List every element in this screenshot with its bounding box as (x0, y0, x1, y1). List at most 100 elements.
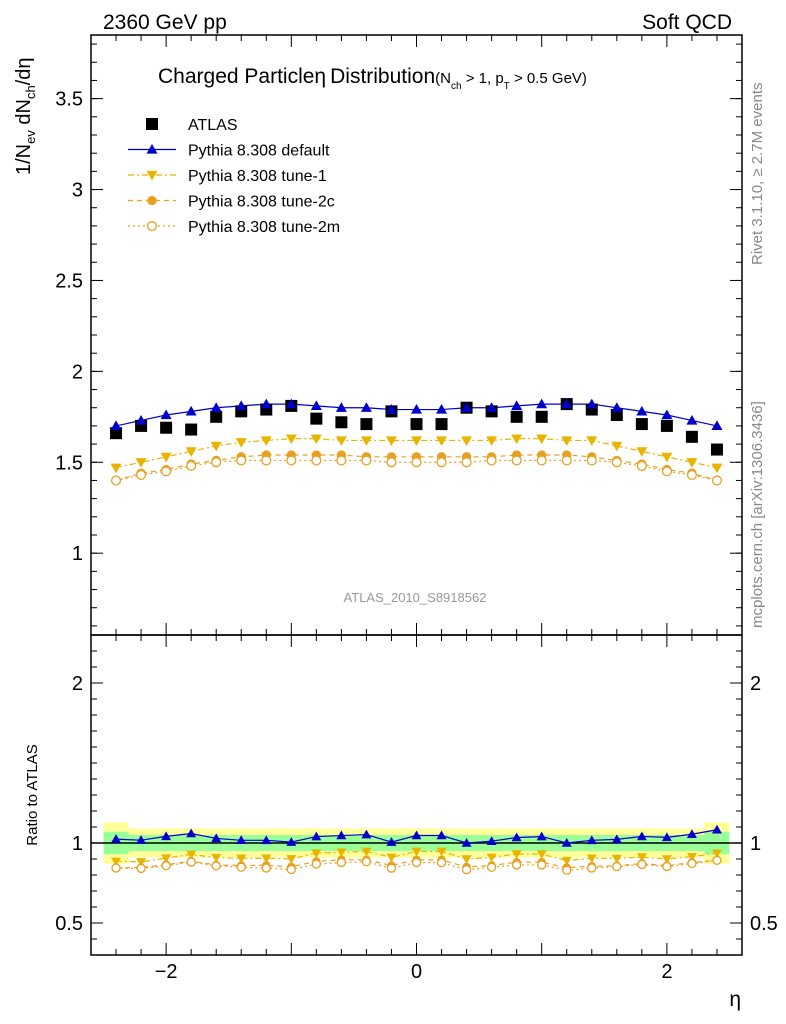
data-point-2 (586, 436, 598, 446)
ratio-point-4 (712, 855, 722, 865)
ratio-point-4 (512, 860, 522, 870)
ylabel-part-c: dN (13, 99, 35, 130)
ratio-point-2 (661, 855, 672, 864)
legend-marker-4 (146, 220, 158, 232)
ratio-point-4 (361, 857, 372, 867)
data-point-1 (310, 400, 322, 411)
ratio-point-2 (386, 853, 397, 863)
chart-subtitle-sub1: ch (451, 81, 462, 92)
data-point-0 (610, 409, 623, 421)
data-point-2 (536, 434, 548, 445)
ratio-point-4 (111, 863, 121, 873)
data-point-1 (285, 398, 297, 409)
data-point-0 (510, 410, 523, 423)
ratio-point-2 (311, 849, 322, 859)
data-point-2 (611, 441, 623, 452)
ratio-point-1 (361, 829, 372, 839)
data-point-2 (561, 436, 573, 446)
ratio-point-1 (586, 835, 597, 845)
y-tick-label: 2 (72, 361, 83, 383)
ratio-point-4 (161, 861, 171, 871)
data-point-2 (160, 452, 172, 463)
x-tick-label: −2 (155, 961, 178, 983)
chart-subtitle: (N (435, 70, 451, 87)
data-point-2 (360, 436, 372, 446)
data-point-1 (210, 402, 222, 412)
ratio-point-2 (436, 847, 447, 857)
ratio-point-2 (636, 853, 647, 863)
ratio-point-4 (286, 864, 296, 875)
ratio-point-4 (386, 863, 397, 873)
y-tick-label: 0.5 (55, 913, 83, 935)
data-point-0 (685, 430, 698, 443)
ratio-point-2 (711, 849, 722, 859)
data-point-0 (660, 419, 673, 432)
data-point-2 (310, 434, 322, 445)
data-point-4 (436, 457, 447, 468)
ratio-point-4 (587, 863, 597, 873)
ratio-point-2 (261, 854, 272, 864)
ratio-panel: 0.5 1 2 0.5 1 2 −2 0 2 Ratio to ATLAS (24, 634, 778, 983)
mcplots-label: mcplots.cern.ch [arXiv:1306.3436] (749, 401, 766, 628)
data-point-1 (686, 414, 698, 425)
data-point-4 (411, 457, 422, 468)
chart-title-suffix: Distribution (330, 65, 435, 88)
data-point-0 (110, 427, 123, 440)
ratio-point-4 (186, 857, 196, 867)
ratio-point-1 (111, 834, 122, 843)
ratio-point-2 (536, 850, 547, 859)
ratio-point-4 (261, 863, 271, 873)
y-tick-label: 1 (72, 833, 83, 855)
data-point-2 (285, 434, 297, 445)
data-point-2 (686, 458, 698, 468)
data-point-1 (661, 409, 673, 420)
data-point-2 (411, 436, 422, 446)
data-point-2 (711, 463, 723, 474)
ratio-point-1 (436, 830, 447, 840)
data-point-2 (511, 434, 523, 445)
ratio-point-1 (661, 832, 672, 842)
data-point-2 (335, 436, 347, 446)
data-point-1 (260, 398, 272, 409)
data-point-4 (286, 455, 297, 466)
legend-marker-0 (146, 118, 158, 130)
data-point-0 (185, 423, 198, 436)
data-point-0 (635, 418, 648, 431)
data-point-4 (161, 466, 172, 477)
ratio-point-4 (236, 862, 246, 872)
ratio-point-1 (236, 835, 247, 845)
ratio-point-4 (486, 862, 497, 872)
data-point-1 (335, 402, 347, 412)
data-point-4 (236, 455, 247, 466)
main-ticks: 1 1.5 2 2.5 3 3.5 (55, 35, 743, 635)
ratio-point-2 (186, 850, 197, 860)
ratio-marks (111, 824, 722, 875)
ratio-point-2 (361, 847, 372, 857)
data-point-4 (536, 455, 547, 466)
chart-title-eta: η (314, 65, 326, 88)
ratio-point-4 (436, 857, 447, 868)
y-axis-label-ratio: Ratio to ATLAS (24, 744, 41, 845)
ratio-point-2 (161, 854, 172, 864)
category-label: Soft QCD (642, 11, 732, 34)
data-point-1 (536, 398, 548, 409)
data-point-4 (311, 455, 322, 466)
y-tick-label-right: 0.5 (750, 913, 778, 935)
data-point-1 (511, 400, 523, 411)
legend-label-4: Pythia 8.308 tune-2m (188, 219, 340, 236)
rivet-label: Rivet 3.1.10, ≥ 2.7M events (749, 83, 766, 266)
data-point-1 (360, 402, 372, 412)
ratio-point-1 (186, 828, 197, 838)
legend-label-2: Pythia 8.308 tune-1 (188, 168, 327, 185)
ratio-point-1 (611, 834, 622, 844)
ratio-point-1 (561, 838, 572, 847)
data-point-1 (636, 405, 648, 416)
ratio-point-4 (687, 858, 697, 869)
data-point-2 (486, 436, 498, 446)
data-point-4 (611, 457, 622, 468)
ratio-point-2 (236, 854, 247, 864)
data-point-4 (361, 455, 372, 466)
legend-marker-2 (146, 170, 158, 181)
energy-label: 2360 GeV pp (103, 11, 227, 34)
